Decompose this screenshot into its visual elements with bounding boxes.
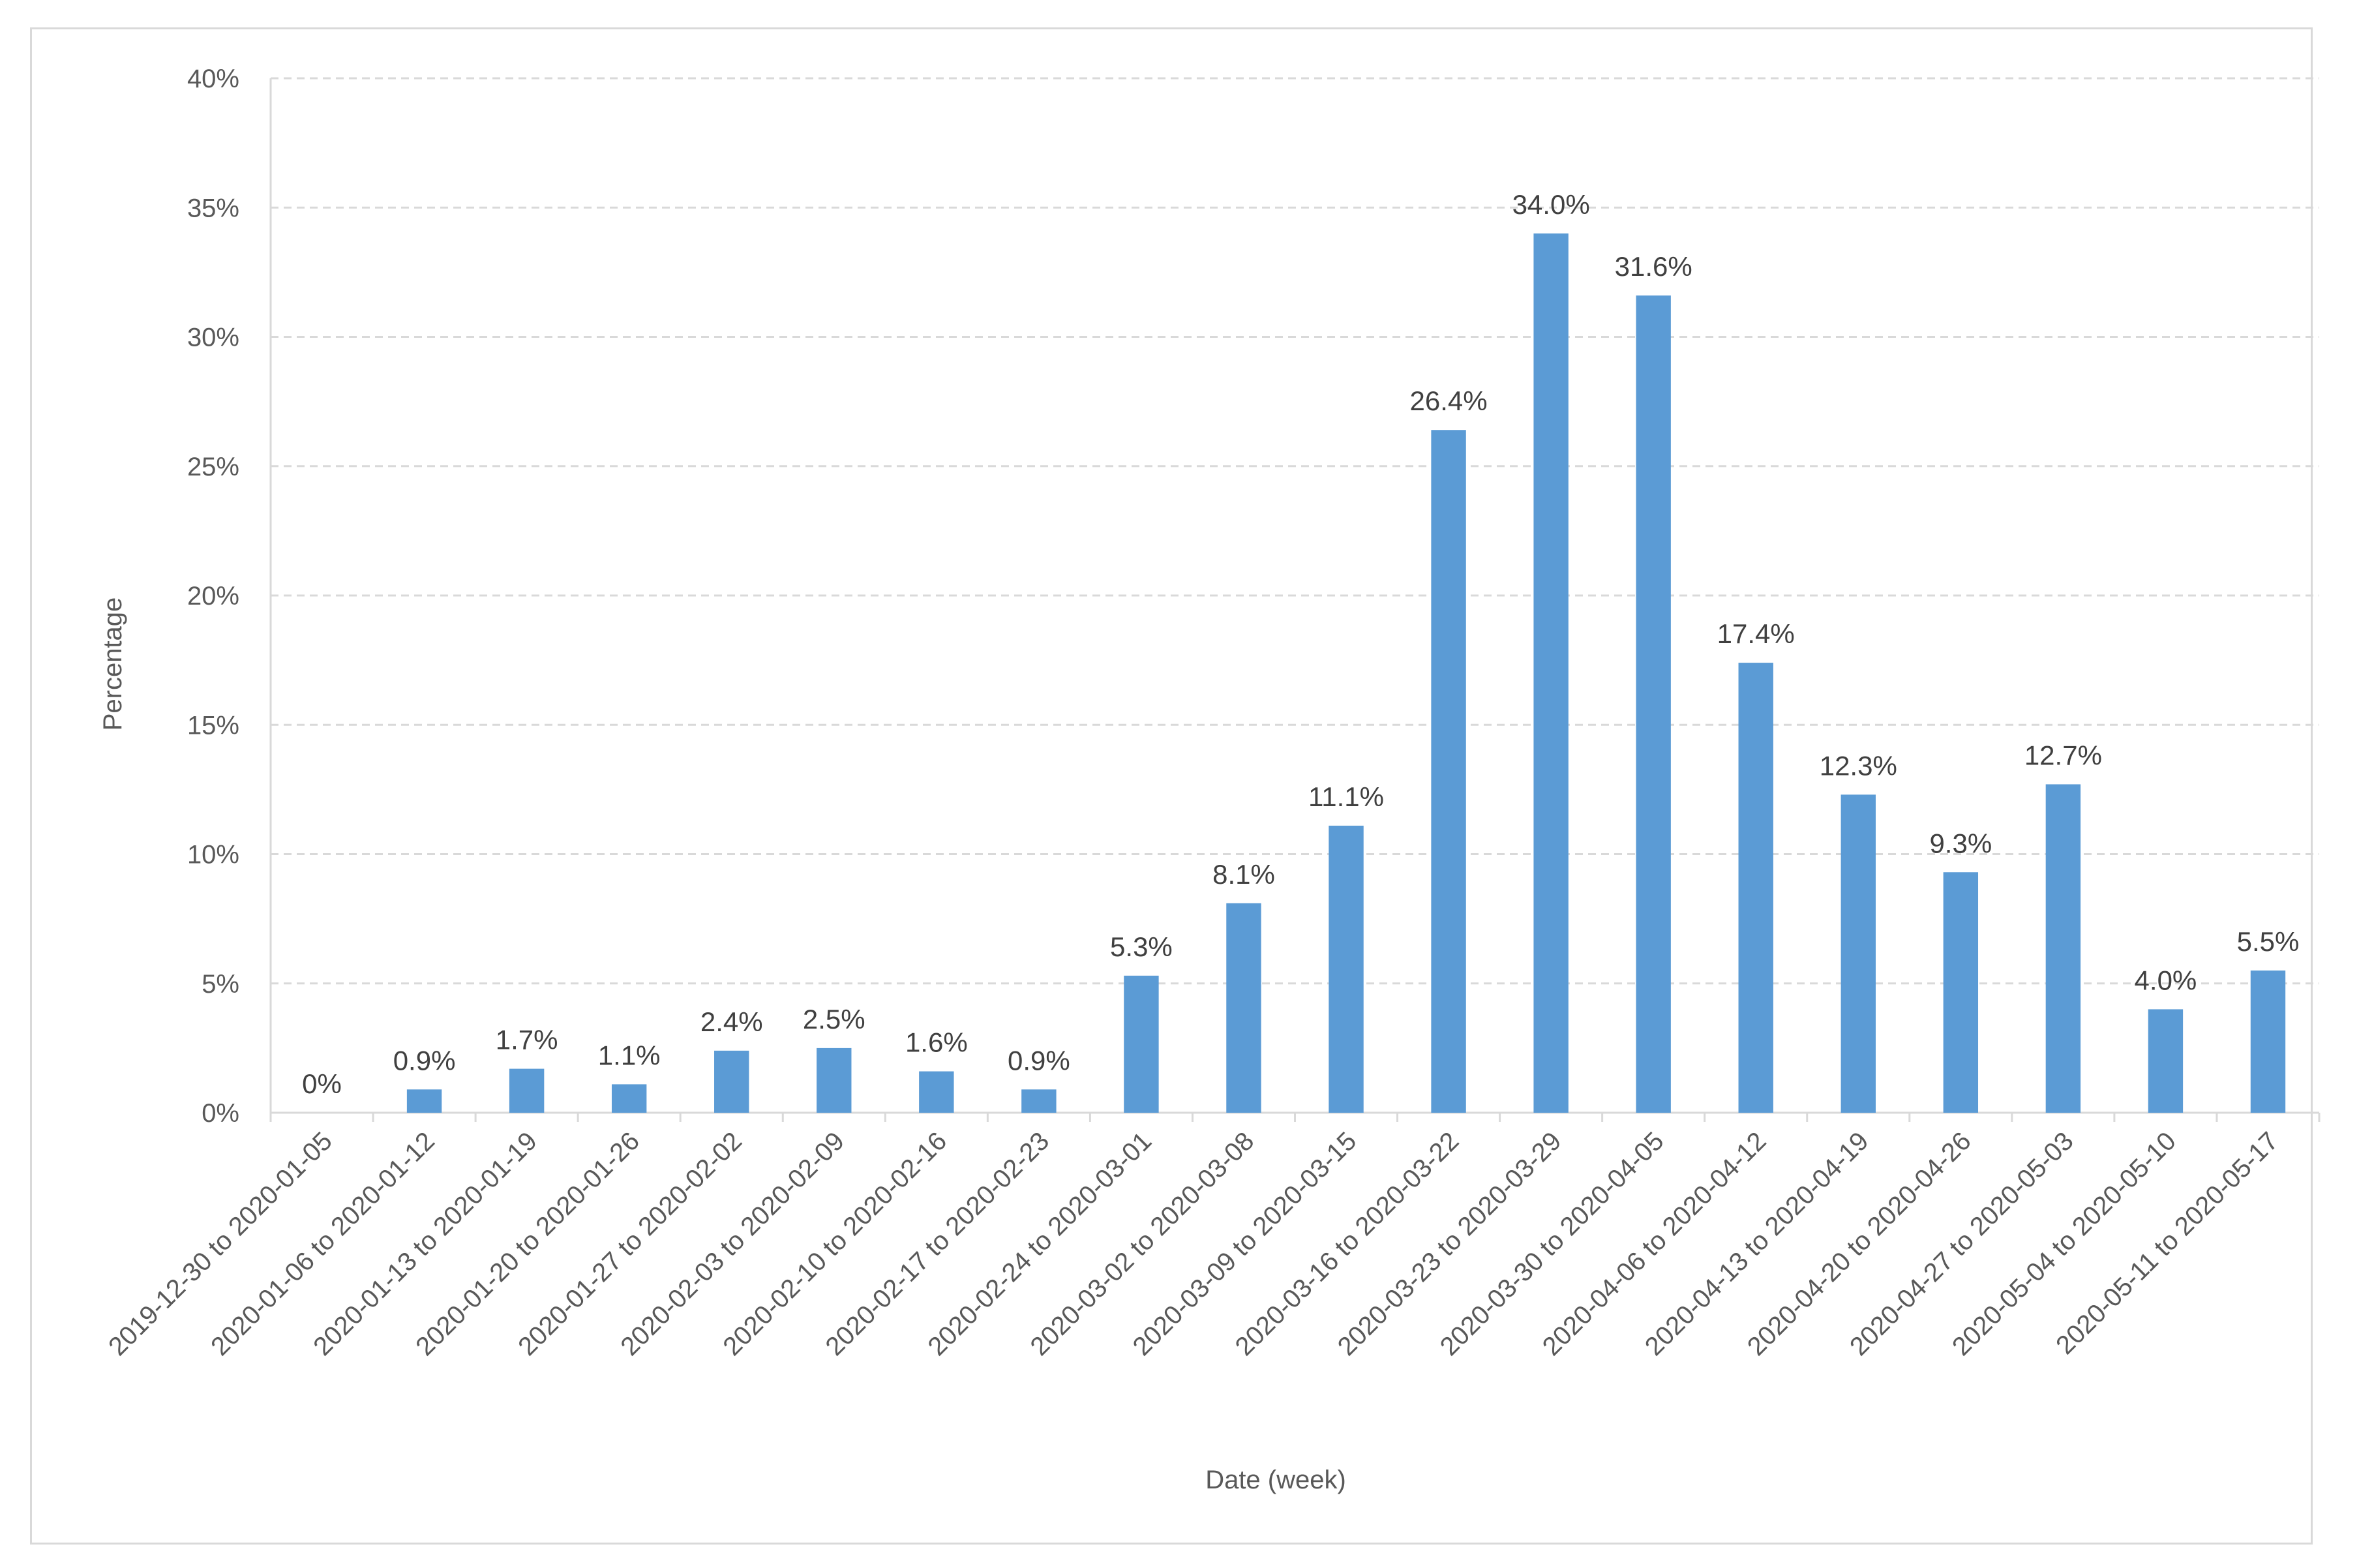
bar [1124,975,1159,1113]
bar [1021,1089,1057,1113]
chart-frame [30,27,2313,1545]
data-label: 9.3% [1929,828,1992,858]
y-tick-label: 10% [187,841,239,869]
data-label: 2.4% [700,1006,763,1037]
bar [1329,825,1364,1113]
y-tick-label: 0% [202,1099,239,1128]
data-label: 1.7% [496,1025,558,1055]
y-tick-label: 15% [187,711,239,740]
bar [2148,1009,2184,1113]
y-tick-label: 30% [187,324,239,352]
y-tick-label: 25% [187,453,239,481]
bar [1636,295,1671,1113]
data-label: 31.6% [1615,251,1692,282]
data-label: 12.3% [1820,750,1897,781]
data-label: 0.9% [393,1045,456,1076]
bar [714,1050,749,1113]
data-label: 8.1% [1212,859,1275,890]
bar [1431,430,1466,1113]
data-label: 0% [302,1068,342,1099]
bar [919,1071,954,1113]
data-label: 12.7% [2024,740,2102,770]
axes [269,78,2321,1122]
bar [2250,970,2286,1113]
bar [1533,233,1569,1113]
x-tick-label: 2020-05-11 to 2020-05-17 [2051,1126,2284,1360]
bars [406,233,2286,1113]
y-axis-title: Percentage [98,597,127,731]
bar [406,1089,442,1113]
bar [817,1048,852,1113]
bar [2045,784,2081,1113]
data-label: 5.5% [2237,926,2300,957]
data-label: 0.9% [1008,1045,1070,1076]
x-axis-title: Date (week) [1205,1466,1346,1494]
bar [1841,794,1876,1113]
bar [611,1084,647,1113]
y-tick-label: 20% [187,582,239,611]
data-label: 2.5% [803,1004,865,1034]
bar [1738,663,1773,1113]
bar [1943,872,1979,1113]
bar [1226,903,1261,1113]
data-label: 34.0% [1512,189,1590,220]
y-tick-label: 5% [202,970,239,999]
data-label: 4.0% [2135,965,2197,995]
data-labels: 0% 0.9% 1.7% 1.1% 2.4% 2.5% 1.6% 0.9% 5.3% 8.1% 11… [302,189,2299,1099]
y-tick-label: 35% [187,194,239,222]
data-label: 5.3% [1110,931,1173,962]
gridlines [271,77,2319,985]
data-label: 1.1% [598,1040,661,1070]
y-tick-labels: 0% 5% 10% 15% 20% 25% 30% 35% 40% [187,65,239,1128]
bar [509,1068,545,1113]
data-label: 26.4% [1410,385,1488,416]
y-tick-label: 40% [187,65,239,93]
data-label: 1.6% [905,1027,968,1058]
data-label: 11.1% [1308,781,1384,812]
data-label: 17.4% [1717,618,1795,649]
